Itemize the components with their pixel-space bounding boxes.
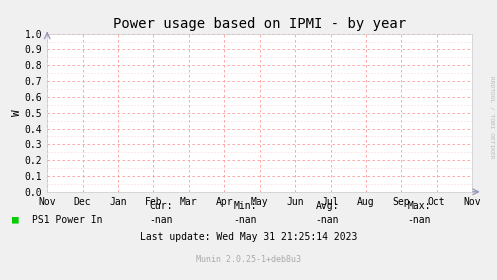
Text: Munin 2.0.25-1+deb8u3: Munin 2.0.25-1+deb8u3 bbox=[196, 255, 301, 263]
Text: -nan: -nan bbox=[149, 215, 172, 225]
Y-axis label: W: W bbox=[12, 109, 22, 116]
Text: Max:: Max: bbox=[408, 201, 431, 211]
Text: ■: ■ bbox=[12, 215, 19, 225]
Text: Avg:: Avg: bbox=[316, 201, 339, 211]
Text: Cur:: Cur: bbox=[149, 201, 172, 211]
Text: RRDTOOL / TOBI OETIKER: RRDTOOL / TOBI OETIKER bbox=[490, 76, 495, 159]
Title: Power usage based on IPMI - by year: Power usage based on IPMI - by year bbox=[113, 17, 406, 31]
Text: Min:: Min: bbox=[234, 201, 257, 211]
Text: Last update: Wed May 31 21:25:14 2023: Last update: Wed May 31 21:25:14 2023 bbox=[140, 232, 357, 242]
Text: PS1 Power In: PS1 Power In bbox=[32, 215, 103, 225]
Text: -nan: -nan bbox=[408, 215, 431, 225]
Text: -nan: -nan bbox=[234, 215, 257, 225]
Text: -nan: -nan bbox=[316, 215, 339, 225]
